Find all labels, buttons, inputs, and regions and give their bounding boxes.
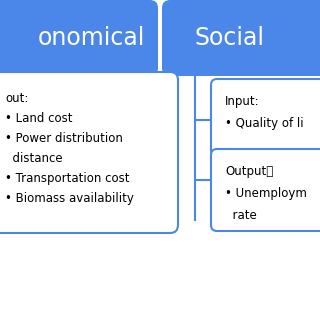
FancyBboxPatch shape <box>162 0 320 76</box>
Text: out:: out: <box>5 92 28 105</box>
Text: Social: Social <box>195 26 265 50</box>
Text: • Quality of li: • Quality of li <box>225 117 304 130</box>
Text: • Biomass availability: • Biomass availability <box>5 192 134 205</box>
Text: onomical: onomical <box>38 26 145 50</box>
FancyBboxPatch shape <box>0 0 158 76</box>
Text: • Unemploym: • Unemploym <box>225 187 307 200</box>
FancyBboxPatch shape <box>211 149 320 231</box>
Text: • Transportation cost: • Transportation cost <box>5 172 130 185</box>
FancyBboxPatch shape <box>0 72 178 233</box>
Text: • Power distribution: • Power distribution <box>5 132 123 145</box>
Text: rate: rate <box>225 209 257 222</box>
Text: Output：: Output： <box>225 165 273 178</box>
Text: distance: distance <box>5 152 63 165</box>
Text: Input:: Input: <box>225 95 260 108</box>
Text: • Land cost: • Land cost <box>5 112 73 125</box>
FancyBboxPatch shape <box>211 79 320 156</box>
